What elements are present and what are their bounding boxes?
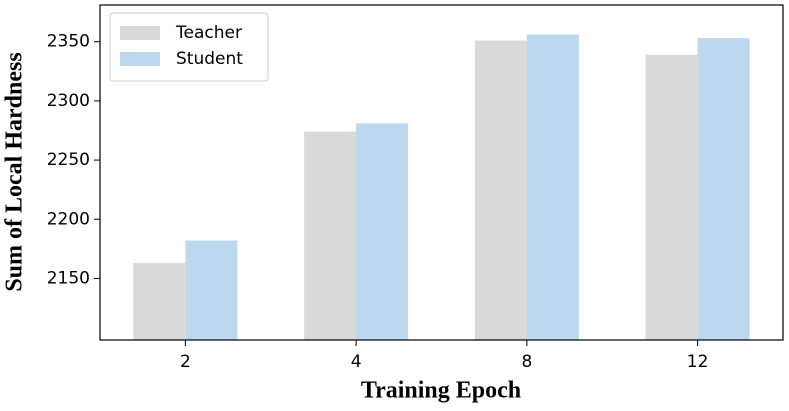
legend-label: Student [176, 49, 243, 69]
y-axis-label: Sum of Local Hardness [2, 52, 28, 291]
bar [133, 263, 186, 340]
y-tick-label: 2350 [47, 32, 90, 52]
y-tick-label: 2250 [47, 150, 90, 170]
legend-swatch [120, 52, 160, 66]
legend-swatch [120, 26, 160, 40]
bar [185, 240, 238, 340]
x-tick-label: 8 [521, 352, 532, 372]
x-tick-label: 2 [180, 352, 191, 372]
y-tick-label: 2150 [47, 268, 90, 288]
legend-label: Teacher [175, 23, 242, 43]
bar [474, 40, 527, 341]
bar [697, 38, 750, 341]
x-axis-label: Training Epoch [361, 378, 521, 404]
x-tick-label: 4 [351, 352, 362, 372]
y-tick-label: 2300 [47, 91, 90, 111]
bar [645, 54, 698, 340]
bar [304, 131, 357, 340]
x-tick-label: 12 [687, 352, 709, 372]
y-tick-label: 2200 [47, 209, 90, 229]
bar [356, 123, 409, 340]
bar [526, 34, 579, 341]
plot-frame [99, 4, 784, 341]
